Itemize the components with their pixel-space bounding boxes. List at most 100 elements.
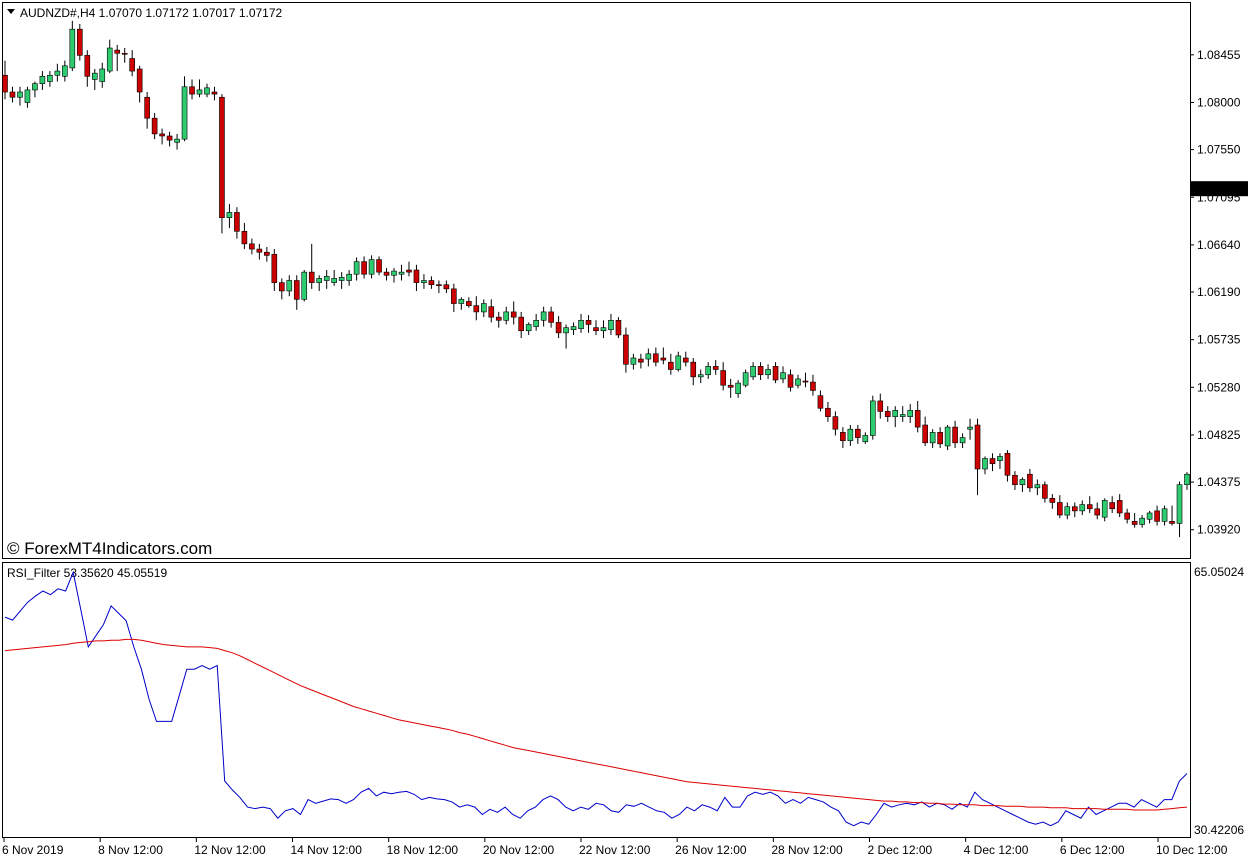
candle-body <box>264 251 270 256</box>
candle-body <box>578 319 584 329</box>
candle-body <box>645 353 652 360</box>
candle-body <box>9 91 16 98</box>
indicator-title: RSI_Filter 53.35620 45.05519 <box>7 566 167 580</box>
candle-body <box>436 284 442 287</box>
candle-body <box>989 458 996 465</box>
candle-body <box>563 327 569 334</box>
candle-body <box>151 117 158 135</box>
candle-body <box>525 324 532 332</box>
candle-body <box>765 369 771 376</box>
candle-body <box>62 65 68 77</box>
candle-body <box>690 361 697 378</box>
candle-body <box>1027 473 1033 489</box>
candle-body <box>398 271 405 275</box>
candle-body <box>892 410 899 417</box>
candle-body <box>286 280 293 292</box>
candle-body <box>69 28 76 69</box>
candle-body <box>480 303 487 313</box>
candle-body <box>106 47 113 72</box>
current-price-tag: 1.07172 <box>1191 181 1248 197</box>
time-axis-label: 8 Nov 12:00 <box>98 843 163 857</box>
candle-body <box>997 456 1003 461</box>
candle-body <box>1079 504 1086 512</box>
candle-body <box>1064 506 1071 516</box>
candle-body <box>428 280 435 285</box>
candle-body <box>24 89 31 103</box>
candle-body <box>787 374 794 388</box>
price-axis-label: 1.06640 <box>1197 238 1241 252</box>
candle-body <box>495 316 502 321</box>
candle-body <box>817 395 824 409</box>
candle-body <box>922 424 928 444</box>
candle-body <box>668 361 674 370</box>
candle-body <box>1049 498 1056 503</box>
candle-body <box>727 384 734 388</box>
candle-body <box>855 428 861 438</box>
time-axis-label: 20 Nov 12:00 <box>483 843 555 857</box>
candle-body <box>1012 474 1018 485</box>
time-axis-label: 28 Nov 12:00 <box>771 843 843 857</box>
candle-body <box>278 282 285 292</box>
candle-body <box>929 432 936 444</box>
candle-body <box>608 319 614 331</box>
indicator-axis-label: 65.05024 <box>1194 565 1244 579</box>
candle-body <box>316 278 323 283</box>
candles-layer <box>2 20 1190 538</box>
candle-body <box>750 366 756 378</box>
candle-body <box>570 326 577 331</box>
candle-body <box>1146 512 1153 520</box>
candle-body <box>772 366 779 381</box>
candle-body <box>1161 508 1168 522</box>
price-axis-label: 1.05735 <box>1197 333 1241 347</box>
candle-body <box>17 91 23 98</box>
time-axis-label: 12 Nov 12:00 <box>194 843 266 857</box>
candle-body <box>630 357 637 365</box>
candle-body <box>346 273 352 281</box>
indicator-panel-frame <box>2 562 1191 838</box>
current-price-tag-bg <box>1191 181 1248 197</box>
candle-body <box>937 432 943 445</box>
candle-body <box>802 380 809 383</box>
candle-body <box>952 426 958 444</box>
candle-body <box>323 276 330 281</box>
candle-body <box>256 248 263 253</box>
candle-body <box>555 322 562 334</box>
candle-body <box>1019 479 1026 485</box>
candle-body <box>735 382 741 394</box>
candle-body <box>585 319 592 325</box>
price-axis-label: 1.08455 <box>1197 48 1241 62</box>
candle-body <box>653 353 659 363</box>
candle-body <box>293 280 300 300</box>
indicator-axis-label: 30.42206 <box>1194 823 1244 837</box>
candle-body <box>967 426 973 430</box>
candle-body <box>331 278 337 283</box>
price-axis-label: 1.08000 <box>1197 95 1241 109</box>
candle-body <box>847 428 854 442</box>
time-axis-label: 4 Dec 12:00 <box>964 843 1029 857</box>
candle-body <box>196 89 203 95</box>
candle-body <box>697 374 704 378</box>
candle-body <box>458 299 465 304</box>
time-axis-label: 22 Nov 12:00 <box>579 843 651 857</box>
candle-body <box>1034 484 1041 489</box>
candle-body <box>361 261 367 275</box>
current-price-label: 1.07172 <box>1197 182 1241 196</box>
candle-body <box>810 381 816 391</box>
candle-body <box>451 288 457 304</box>
candle-body <box>593 327 599 332</box>
candle-body <box>84 55 91 77</box>
candle-body <box>189 86 195 95</box>
candle-body <box>271 254 278 283</box>
watermark: © ForexMT4Indicators.com <box>7 539 212 558</box>
chart-menu-triangle-icon[interactable] <box>7 9 15 14</box>
candle-body <box>825 407 831 417</box>
candle-body <box>121 52 128 55</box>
candle-body <box>944 426 951 447</box>
time-axis-label: 2 Dec 12:00 <box>868 843 933 857</box>
candle-body <box>1071 506 1078 512</box>
price-axis-label: 1.04825 <box>1197 428 1241 442</box>
time-axis-label: 10 Dec 12:00 <box>1156 843 1228 857</box>
candle-body <box>174 138 180 143</box>
candle-body <box>832 416 839 430</box>
candle-body <box>181 86 188 140</box>
